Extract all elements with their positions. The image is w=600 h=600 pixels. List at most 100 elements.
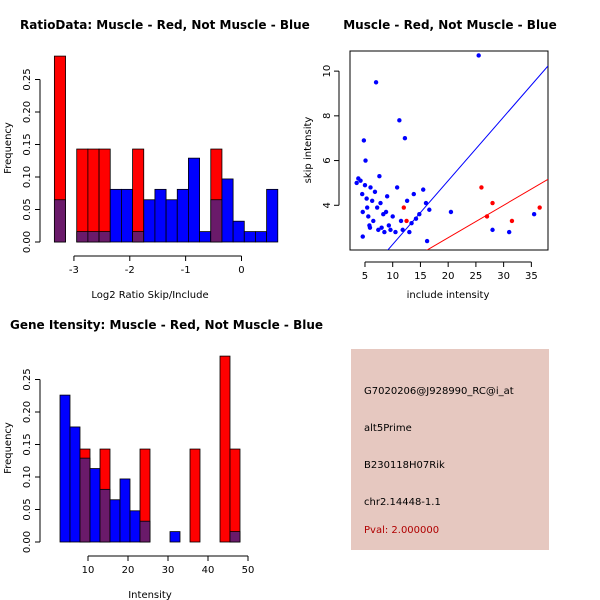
histogram-bar: [109, 499, 121, 543]
not-muscle-point: [417, 212, 422, 217]
x-tick-label: -1: [181, 265, 191, 276]
not-muscle-point: [367, 225, 373, 230]
y-tick-label: 0.25: [22, 368, 33, 390]
y-tick-label: 0.00: [22, 531, 33, 553]
not-muscle-point: [448, 209, 454, 215]
muscle-point: [401, 205, 406, 210]
not-muscle-point: [386, 223, 392, 228]
ratio-histogram-title: RatioData: Muscle - Red, Not Muscle - Bl…: [20, 18, 310, 32]
histogram-overlap-bar: [53, 199, 66, 243]
not-muscle-point: [400, 227, 405, 233]
histogram-bar: [255, 231, 268, 243]
y-tick-label: 0.15: [22, 133, 33, 155]
scatter-ylabel: skip intensity: [303, 117, 314, 184]
scatter-frame: [349, 50, 549, 251]
histogram-bar: [243, 231, 256, 243]
x-tick-label: -2: [125, 265, 135, 276]
not-muscle-point: [377, 174, 382, 179]
not-muscle-point: [393, 229, 398, 235]
y-tick-label: 0.15: [22, 433, 33, 455]
not-muscle-point: [421, 187, 426, 192]
histogram-bar: [76, 148, 89, 243]
histogram-overlap-bar: [210, 199, 223, 243]
histogram-bar: [89, 468, 101, 543]
histogram-bar: [143, 199, 156, 243]
not-muscle-point: [363, 158, 368, 163]
intensity-histogram: Gene Itensity: Muscle - Red, Not Muscle …: [3, 318, 323, 600]
not-muscle-point: [402, 136, 408, 141]
intensity-histogram-xlabel: Intensity: [128, 590, 172, 600]
not-muscle-point: [397, 118, 402, 123]
histogram-bar: [232, 220, 245, 243]
not-muscle-point: [407, 229, 412, 235]
histogram-overlap-bar: [76, 231, 89, 243]
location-text: chr2.14448-1.1: [364, 497, 441, 508]
not-muscle-point: [506, 229, 512, 235]
pval-text: Pval: 2.000000: [364, 525, 440, 536]
not-muscle-point: [368, 185, 373, 190]
y-tick-label: 10: [322, 65, 333, 78]
not-muscle-point: [360, 209, 365, 215]
histogram-overlap-bar: [99, 488, 111, 543]
histogram-bar: [69, 426, 81, 543]
not-muscle-point: [358, 178, 363, 183]
not-muscle-point: [354, 180, 359, 186]
histogram-bar: [59, 394, 71, 543]
intensity-histogram-axes: 10 20 30 40 50 0.00 0.05 0.10 0.15 0.20 0.25: [22, 368, 254, 576]
y-tick-label: 0.25: [22, 68, 33, 90]
y-tick-label: 0.10: [22, 166, 33, 188]
muscle-point: [537, 205, 542, 210]
y-tick-label: 6: [322, 157, 333, 163]
not-muscle-point: [366, 214, 371, 219]
y-tick-label: 0.20: [22, 401, 33, 423]
not-muscle-point: [364, 205, 370, 210]
scatter-title: Muscle - Red, Not Muscle - Blue: [343, 18, 557, 32]
x-tick-label: 30: [162, 565, 175, 576]
y-tick-label: 8: [322, 113, 333, 119]
muscle-point: [509, 218, 515, 224]
histogram-bar: [87, 148, 100, 243]
not-muscle-point: [531, 212, 537, 217]
y-tick-label: 0.10: [22, 466, 33, 488]
not-muscle-point: [372, 189, 378, 195]
histogram-bar: [119, 478, 131, 543]
ratio-histogram-bars: [53, 55, 279, 243]
scatter-plot-area: 5 10 15 20 25 30 35 4 6 8 10: [322, 50, 549, 282]
muscle-point: [490, 200, 495, 206]
not-muscle-point: [424, 238, 430, 244]
not-muscle-point: [378, 200, 383, 206]
histogram-bar: [165, 199, 178, 243]
muscle-point: [484, 214, 490, 219]
not-muscle-point: [371, 218, 376, 224]
not-muscle-point: [364, 196, 369, 201]
x-tick-label: 10: [82, 565, 95, 576]
fit-blue-line: [387, 65, 548, 250]
not-muscle-point: [361, 138, 367, 143]
x-tick-label: 20: [122, 565, 135, 576]
not-muscle-point: [383, 209, 389, 215]
x-tick-label: 30: [497, 271, 510, 282]
y-tick-label: 4: [322, 202, 333, 208]
not-muscle-point: [362, 182, 368, 188]
histogram-bar: [266, 188, 279, 243]
histogram-bar: [176, 188, 189, 243]
not-muscle-point: [394, 185, 400, 190]
event-type-text: alt5Prime: [364, 423, 412, 434]
x-tick-label: 50: [242, 565, 255, 576]
not-muscle-point: [411, 191, 416, 197]
histogram-bar: [189, 448, 201, 543]
histogram-bar: [98, 148, 111, 243]
fit-red-line: [426, 178, 548, 250]
not-muscle-point: [398, 218, 404, 224]
histogram-bar: [132, 148, 145, 243]
info-panel: G7020206@J928990_RC@i_at alt5Prime B2301…: [351, 349, 549, 550]
histogram-bar: [188, 157, 200, 243]
histogram-bar: [154, 188, 167, 243]
not-muscle-point: [384, 194, 390, 199]
histogram-overlap-bar: [139, 520, 151, 543]
histogram-bar: [221, 178, 234, 243]
not-muscle-point: [476, 53, 481, 58]
histogram-bar: [229, 448, 241, 543]
intensity-histogram-title: Gene Itensity: Muscle - Red, Not Muscle …: [10, 318, 323, 332]
